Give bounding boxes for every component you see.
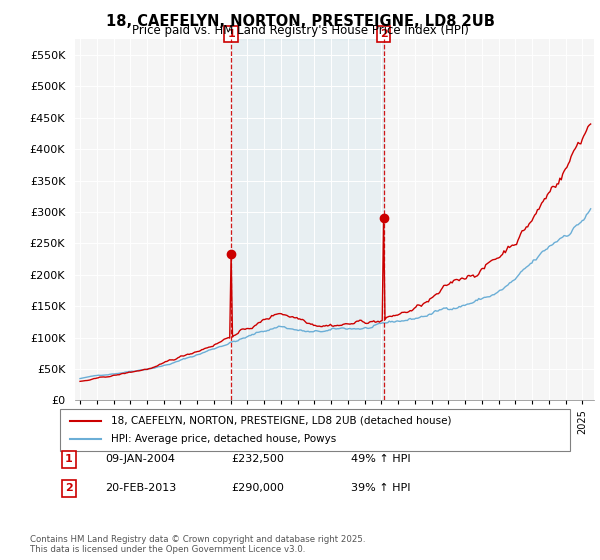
- Text: HPI: Average price, detached house, Powys: HPI: Average price, detached house, Powy…: [111, 434, 336, 444]
- Text: 18, CAEFELYN, NORTON, PRESTEIGNE, LD8 2UB: 18, CAEFELYN, NORTON, PRESTEIGNE, LD8 2U…: [106, 14, 494, 29]
- Text: Contains HM Land Registry data © Crown copyright and database right 2025.
This d: Contains HM Land Registry data © Crown c…: [30, 535, 365, 554]
- Text: 1: 1: [65, 454, 73, 464]
- Bar: [231, 39, 383, 400]
- Text: 1: 1: [227, 29, 235, 39]
- Text: 39% ↑ HPI: 39% ↑ HPI: [351, 483, 410, 493]
- Text: Price paid vs. HM Land Registry's House Price Index (HPI): Price paid vs. HM Land Registry's House …: [131, 24, 469, 36]
- Text: 09-JAN-2004: 09-JAN-2004: [105, 454, 175, 464]
- Text: 18, CAEFELYN, NORTON, PRESTEIGNE, LD8 2UB (detached house): 18, CAEFELYN, NORTON, PRESTEIGNE, LD8 2U…: [111, 416, 452, 426]
- FancyBboxPatch shape: [60, 409, 570, 451]
- Text: 20-FEB-2013: 20-FEB-2013: [105, 483, 176, 493]
- Text: 2: 2: [380, 29, 388, 39]
- Text: 2: 2: [65, 483, 73, 493]
- Text: £290,000: £290,000: [231, 483, 284, 493]
- Text: £232,500: £232,500: [231, 454, 284, 464]
- Text: 49% ↑ HPI: 49% ↑ HPI: [351, 454, 410, 464]
